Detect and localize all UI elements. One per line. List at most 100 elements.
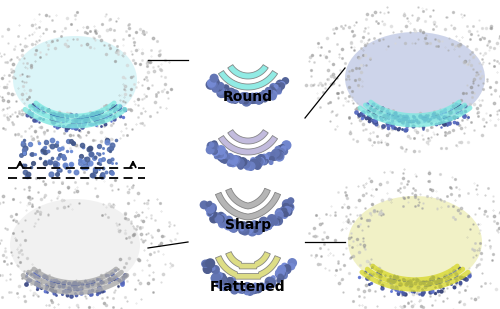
Circle shape (216, 272, 222, 279)
Circle shape (264, 95, 270, 100)
Circle shape (265, 160, 268, 163)
Circle shape (241, 223, 248, 229)
Circle shape (204, 260, 210, 266)
Circle shape (249, 227, 254, 232)
Circle shape (288, 207, 292, 212)
Circle shape (271, 153, 276, 159)
Circle shape (228, 156, 235, 163)
Circle shape (212, 78, 219, 85)
Circle shape (260, 217, 268, 226)
Circle shape (270, 281, 274, 284)
Circle shape (254, 226, 260, 232)
Circle shape (255, 95, 264, 104)
Circle shape (278, 276, 282, 280)
Circle shape (240, 95, 246, 101)
Circle shape (254, 285, 262, 293)
Circle shape (230, 225, 237, 232)
Circle shape (205, 267, 210, 273)
Circle shape (226, 88, 235, 97)
Circle shape (246, 287, 249, 290)
Circle shape (272, 276, 275, 279)
Circle shape (238, 95, 244, 100)
Circle shape (276, 209, 280, 213)
Circle shape (227, 157, 235, 165)
Circle shape (218, 152, 224, 157)
Circle shape (279, 269, 287, 278)
Circle shape (265, 219, 270, 224)
Circle shape (268, 279, 272, 285)
Circle shape (255, 160, 262, 167)
Circle shape (231, 220, 238, 227)
Circle shape (264, 223, 270, 229)
Circle shape (285, 205, 292, 211)
Circle shape (236, 96, 242, 101)
Circle shape (244, 93, 250, 100)
Circle shape (223, 160, 226, 163)
Circle shape (212, 149, 217, 154)
Circle shape (218, 91, 222, 94)
Circle shape (218, 281, 226, 289)
Circle shape (213, 213, 220, 219)
Circle shape (218, 155, 224, 161)
Circle shape (218, 83, 224, 89)
Circle shape (246, 163, 252, 169)
Circle shape (274, 215, 277, 218)
Circle shape (218, 152, 223, 157)
Circle shape (232, 221, 241, 230)
Circle shape (261, 220, 267, 226)
Circle shape (242, 93, 248, 99)
Circle shape (228, 222, 234, 228)
Circle shape (230, 159, 236, 167)
Circle shape (212, 149, 217, 154)
Circle shape (266, 223, 272, 229)
Circle shape (286, 212, 290, 215)
Polygon shape (226, 252, 270, 269)
Circle shape (206, 261, 210, 265)
Circle shape (252, 96, 257, 100)
Circle shape (212, 143, 218, 150)
Circle shape (223, 85, 229, 91)
Circle shape (256, 157, 263, 164)
Circle shape (280, 145, 284, 150)
Circle shape (214, 87, 218, 91)
Circle shape (266, 279, 274, 287)
Circle shape (246, 287, 249, 291)
Circle shape (222, 219, 230, 227)
Circle shape (215, 270, 220, 275)
Circle shape (284, 265, 290, 271)
Circle shape (235, 283, 243, 292)
Circle shape (238, 164, 244, 169)
Circle shape (246, 283, 251, 288)
Circle shape (270, 93, 276, 100)
Circle shape (212, 275, 219, 281)
Circle shape (257, 154, 265, 163)
Circle shape (230, 157, 235, 162)
Circle shape (245, 226, 248, 229)
Circle shape (227, 160, 234, 166)
Circle shape (216, 280, 224, 288)
Text: Round: Round (223, 90, 273, 104)
Circle shape (230, 281, 236, 288)
Circle shape (207, 210, 213, 216)
Circle shape (281, 208, 287, 214)
Circle shape (212, 83, 218, 87)
Circle shape (236, 159, 244, 167)
Circle shape (244, 98, 248, 103)
Circle shape (239, 93, 247, 101)
Circle shape (269, 88, 272, 91)
Circle shape (268, 278, 276, 286)
Circle shape (278, 83, 284, 89)
Circle shape (270, 151, 278, 160)
Circle shape (224, 281, 232, 289)
Circle shape (212, 273, 220, 282)
Circle shape (238, 158, 247, 166)
Circle shape (242, 96, 247, 101)
Circle shape (211, 147, 216, 153)
Circle shape (275, 83, 281, 89)
Circle shape (218, 153, 224, 159)
Circle shape (241, 160, 246, 165)
Circle shape (285, 267, 290, 273)
Circle shape (251, 223, 258, 231)
Circle shape (242, 224, 248, 231)
Polygon shape (218, 70, 278, 90)
